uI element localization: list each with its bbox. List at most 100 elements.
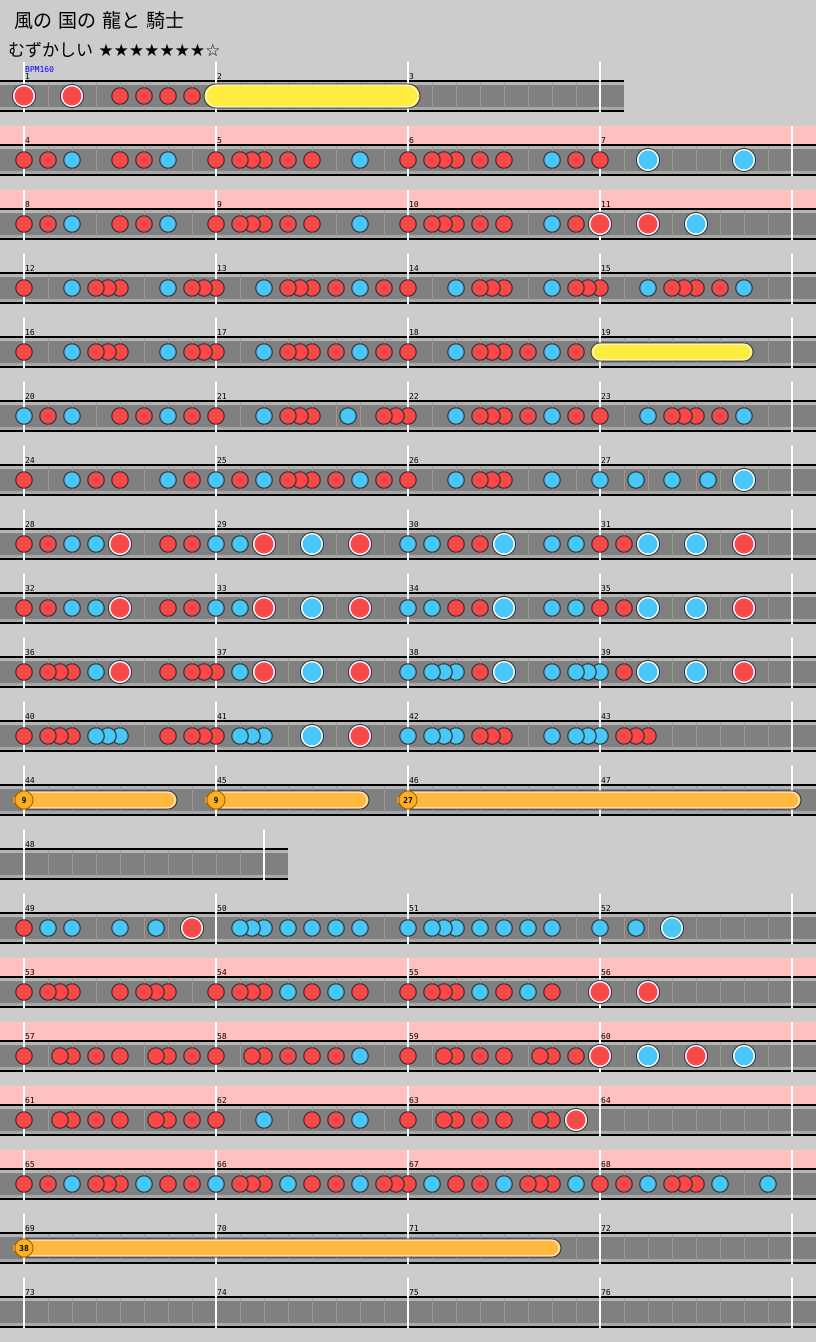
don-note	[543, 983, 561, 1001]
note-face	[207, 407, 225, 425]
don-note	[423, 983, 441, 1001]
don-note	[303, 1111, 321, 1129]
note-face	[495, 215, 513, 233]
ka-note	[639, 279, 657, 297]
measure-number: 3	[409, 72, 414, 81]
note-face	[471, 471, 489, 489]
note-face	[423, 919, 441, 937]
don-note	[15, 343, 33, 361]
don-note	[471, 727, 489, 745]
beat-gridline	[336, 1298, 337, 1326]
measure-number: 31	[601, 520, 611, 529]
barline	[407, 638, 409, 688]
beat-gridline	[144, 914, 145, 942]
note-face	[183, 1047, 201, 1065]
don-note	[39, 151, 57, 169]
beat-gridline	[768, 594, 769, 622]
note-face	[566, 1110, 586, 1130]
note-face	[135, 151, 153, 169]
barline	[599, 574, 601, 624]
barline	[599, 510, 601, 560]
row-canvas: 28 29 30 31	[0, 510, 816, 560]
note-face	[39, 983, 57, 1001]
ka-note	[423, 663, 441, 681]
note-face	[471, 1175, 489, 1193]
note-face	[15, 663, 33, 681]
note-face	[471, 407, 489, 425]
note-face	[159, 151, 177, 169]
note-face	[543, 535, 561, 553]
ka-note	[423, 919, 441, 937]
note-face	[471, 343, 489, 361]
note-face	[87, 471, 105, 489]
note-face	[495, 151, 513, 169]
barline	[215, 702, 217, 752]
measure-number: 37	[217, 648, 227, 657]
beat-gridline	[768, 914, 769, 942]
don-note	[327, 279, 345, 297]
note-face	[591, 1175, 609, 1193]
don-note	[111, 407, 129, 425]
row-canvas: 12 13 14 15	[0, 254, 816, 304]
beat-gridline	[384, 658, 385, 686]
beat-gridline	[720, 210, 721, 238]
beat-gridline	[720, 1298, 721, 1326]
note-face	[39, 727, 57, 745]
ka-note	[207, 599, 225, 617]
don-note	[591, 151, 609, 169]
ka-note	[255, 471, 273, 489]
note-face	[159, 1175, 177, 1193]
barline	[599, 702, 601, 752]
ka-note	[327, 983, 345, 1001]
don-note	[663, 407, 681, 425]
ka-note	[663, 471, 681, 489]
row-canvas: 8 9 10 11	[0, 190, 816, 240]
note-face	[591, 471, 609, 489]
row-canvas: 4 5 6 7	[0, 126, 816, 176]
don-note	[303, 983, 321, 1001]
note-face	[159, 407, 177, 425]
beat-gridline	[768, 338, 769, 366]
beat-gridline	[720, 1106, 721, 1134]
beat-gridline	[192, 146, 193, 174]
beat-gridline	[96, 146, 97, 174]
beat-gridline	[384, 594, 385, 622]
beat-gridline	[240, 1042, 241, 1070]
barline	[23, 254, 25, 304]
beat-gridline	[624, 1042, 625, 1070]
beat-gridline	[744, 1234, 745, 1262]
barline	[407, 318, 409, 368]
note-face	[39, 151, 57, 169]
don-note	[39, 983, 57, 1001]
barline	[215, 958, 217, 1008]
beat-gridline	[96, 402, 97, 430]
measure-number: 13	[217, 264, 227, 273]
note-face	[543, 407, 561, 425]
don-note	[51, 1047, 69, 1065]
don-note	[303, 1047, 321, 1065]
note-face	[51, 1111, 69, 1129]
don-note	[159, 1175, 177, 1193]
beat-gridline	[552, 1298, 553, 1326]
note-face	[567, 1047, 585, 1065]
note-face	[207, 471, 225, 489]
don-note	[15, 535, 33, 553]
measure-number: 75	[409, 1288, 419, 1297]
beat-gridline	[672, 1298, 673, 1326]
beat-gridline	[120, 850, 121, 878]
don-note	[51, 1111, 69, 1129]
don-note	[39, 727, 57, 745]
barline	[599, 894, 601, 944]
note-face	[615, 599, 633, 617]
don-note	[15, 1047, 33, 1065]
ka-note	[735, 279, 753, 297]
measure-number: 54	[217, 968, 227, 977]
note-face	[519, 407, 537, 425]
beat-gridline	[144, 1106, 145, 1134]
note-face	[351, 1111, 369, 1129]
don-note	[303, 151, 321, 169]
don-note	[183, 535, 201, 553]
note-face	[663, 279, 681, 297]
big-ka-note	[684, 660, 708, 684]
balloon-head	[398, 790, 418, 810]
